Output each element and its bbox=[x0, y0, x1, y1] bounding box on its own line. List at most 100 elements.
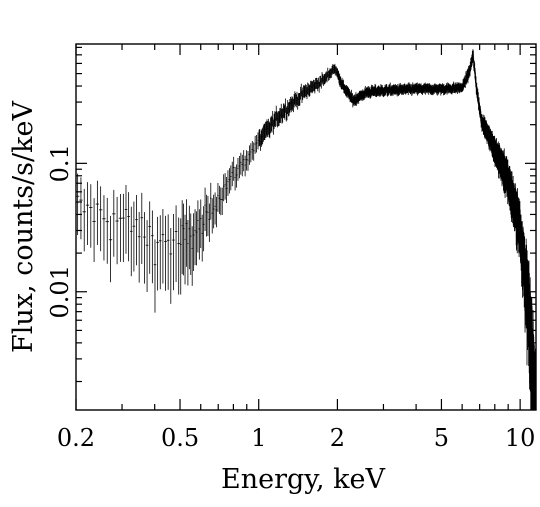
data-point bbox=[185, 199, 188, 267]
data-point bbox=[137, 211, 141, 283]
data-point bbox=[99, 186, 103, 252]
data-point bbox=[118, 194, 123, 262]
data-point bbox=[190, 213, 192, 275]
data-point bbox=[285, 98, 287, 113]
data-point bbox=[208, 203, 211, 242]
data-point bbox=[191, 226, 193, 286]
data-point bbox=[195, 211, 198, 266]
data-point bbox=[221, 187, 223, 215]
data-point bbox=[234, 166, 236, 191]
data-point bbox=[174, 205, 178, 282]
x-axis-title: Energy, keV bbox=[221, 464, 385, 495]
data-point bbox=[240, 152, 242, 175]
data-point bbox=[140, 192, 144, 264]
data-point bbox=[184, 214, 186, 285]
data-point bbox=[224, 173, 226, 200]
data-point bbox=[250, 143, 252, 163]
data-point bbox=[217, 183, 219, 212]
data-point bbox=[222, 174, 225, 202]
data-point bbox=[320, 78, 322, 89]
data-point bbox=[248, 145, 251, 165]
data-point bbox=[235, 164, 238, 188]
data-point bbox=[197, 200, 199, 253]
data-point bbox=[300, 83, 302, 97]
data-point bbox=[156, 216, 159, 291]
data-point bbox=[201, 214, 203, 262]
data-point bbox=[164, 215, 167, 291]
data-point bbox=[242, 150, 245, 172]
data-point bbox=[207, 195, 209, 236]
data-point bbox=[124, 185, 128, 254]
data-point bbox=[129, 206, 133, 277]
data-point bbox=[227, 170, 229, 196]
y-tick-label: 0.01 bbox=[46, 265, 74, 318]
data-point bbox=[202, 206, 205, 252]
data-point bbox=[95, 180, 100, 246]
data-point bbox=[89, 184, 93, 248]
y-axis-title: Flux, counts/s/keV bbox=[8, 101, 39, 353]
data-point bbox=[220, 187, 222, 216]
x-tick-label: 2 bbox=[330, 424, 345, 452]
data-point bbox=[225, 176, 228, 204]
data-point bbox=[158, 215, 162, 290]
x-tick-label: 1 bbox=[251, 424, 266, 452]
data-point bbox=[105, 197, 109, 264]
data-point bbox=[252, 142, 255, 161]
data-point bbox=[169, 228, 173, 304]
x-tick-label: 5 bbox=[434, 424, 449, 452]
x-tick-label: 0.2 bbox=[57, 424, 95, 452]
data-point bbox=[122, 193, 125, 263]
data-point bbox=[245, 150, 248, 171]
data-point bbox=[211, 198, 213, 234]
data-points bbox=[76, 49, 536, 411]
y-tick-label: 0.1 bbox=[46, 144, 74, 182]
data-point bbox=[218, 185, 221, 214]
data-point bbox=[255, 134, 258, 153]
data-point bbox=[204, 187, 206, 231]
data-point bbox=[247, 151, 249, 171]
data-point bbox=[92, 198, 96, 262]
data-point bbox=[534, 348, 536, 410]
data-point bbox=[241, 154, 243, 177]
data-point bbox=[188, 205, 191, 270]
data-point bbox=[180, 218, 182, 295]
data-point bbox=[85, 182, 90, 246]
data-point bbox=[232, 156, 235, 181]
data-point bbox=[237, 158, 239, 181]
data-point bbox=[127, 192, 130, 262]
x-tick-label: 0.5 bbox=[161, 424, 199, 452]
data-point bbox=[135, 194, 138, 266]
data-point bbox=[102, 195, 106, 261]
data-point bbox=[187, 219, 189, 286]
data-point bbox=[231, 161, 233, 187]
data-point bbox=[212, 194, 215, 229]
data-point bbox=[198, 209, 201, 260]
data-point bbox=[82, 188, 86, 252]
plot-frame bbox=[75, 43, 537, 411]
data-point bbox=[257, 132, 259, 150]
data-point bbox=[115, 196, 119, 265]
data-point bbox=[244, 155, 246, 177]
data-point bbox=[205, 194, 208, 237]
data-point bbox=[148, 201, 152, 274]
data-point bbox=[161, 209, 165, 284]
data-point bbox=[200, 199, 202, 249]
y-axis-ticks: 0.01 0.1 bbox=[46, 46, 536, 383]
x-axis-ticks: 0.2 0.5 1 2 5 10 bbox=[57, 44, 535, 452]
data-point bbox=[145, 220, 149, 293]
data-point bbox=[132, 201, 136, 272]
data-point bbox=[214, 192, 216, 225]
data-point bbox=[318, 81, 320, 93]
data-point bbox=[153, 239, 157, 313]
data-point bbox=[108, 215, 113, 283]
data-point bbox=[254, 135, 256, 154]
data-point bbox=[228, 168, 231, 194]
data-point bbox=[210, 182, 212, 220]
data-point bbox=[166, 214, 170, 290]
data-point bbox=[192, 213, 195, 271]
data-point bbox=[79, 177, 83, 240]
x-tick-label: 10 bbox=[505, 424, 536, 452]
data-point bbox=[76, 173, 80, 236]
data-point bbox=[215, 196, 218, 228]
data-point bbox=[181, 200, 183, 275]
